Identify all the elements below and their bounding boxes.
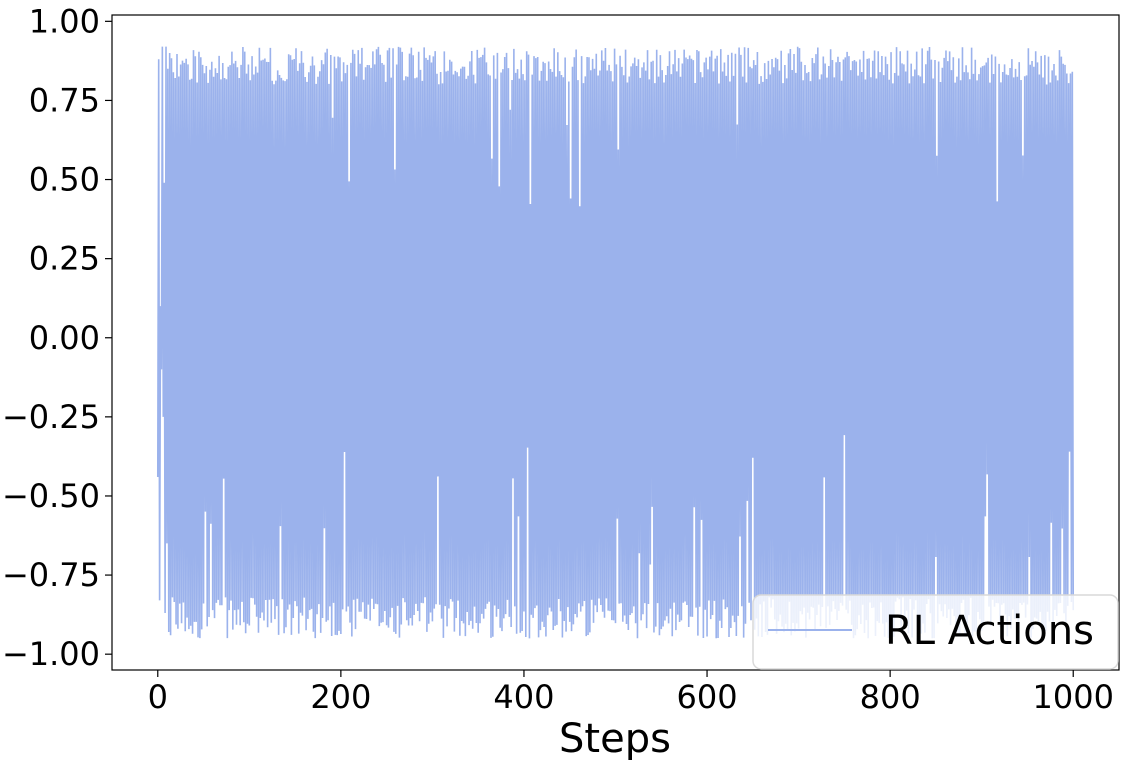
y-tick-label: 0.25 [29,240,100,278]
series-line-rl-actions [156,46,1075,639]
plot-frame [111,14,1120,671]
y-tick-label: 0.75 [29,81,100,119]
x-tick-label: 800 [860,678,921,716]
y-tick-label: −0.25 [2,398,100,436]
x-tick-label: 1000 [1033,678,1114,716]
y-tick-label: −0.50 [2,477,100,515]
series-rl-actions [156,46,1075,639]
legend-box [752,594,1119,670]
x-tick-label: 200 [310,678,371,716]
y-tick-label: 1.00 [29,2,100,40]
y-tick-label: 0.00 [29,319,100,357]
y-tick-label: 0.50 [29,161,100,199]
y-axis: −1.00 −0.75 −0.50 −0.25 0.00 0.25 0.50 0.75 1.00 [2,2,112,673]
legend-label-rl-actions: RL Actions [885,608,1094,654]
x-tick-label: 0 [148,678,168,716]
x-axis-title: Steps [559,716,671,760]
x-axis: 0 200 400 600 800 1000 [148,670,1114,716]
y-tick-label: −1.00 [2,635,100,673]
x-tick-label: 400 [493,678,554,716]
legend: RL Actions [752,594,1119,670]
y-tick-label: −0.75 [2,556,100,594]
x-tick-label: 600 [677,678,738,716]
